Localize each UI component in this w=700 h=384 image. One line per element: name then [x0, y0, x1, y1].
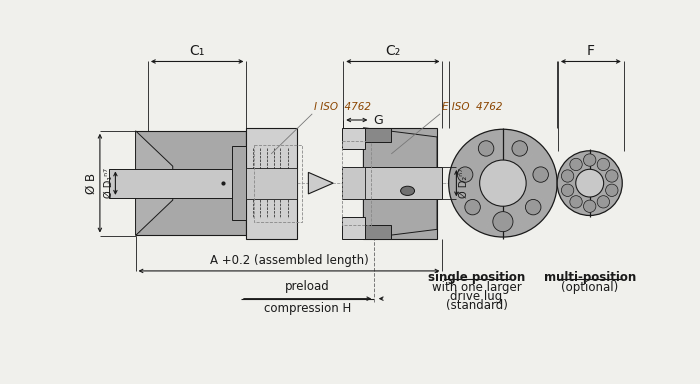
Bar: [254, 145, 302, 222]
Text: multi-position: multi-position: [544, 271, 636, 284]
Circle shape: [493, 212, 513, 232]
Circle shape: [457, 167, 473, 182]
Bar: [342, 128, 365, 149]
Circle shape: [606, 184, 618, 197]
Text: single position: single position: [428, 271, 525, 284]
Bar: [342, 167, 365, 199]
Circle shape: [557, 151, 622, 215]
Bar: [342, 167, 442, 199]
Bar: [136, 131, 246, 235]
Text: Ø B: Ø B: [85, 172, 97, 194]
Text: Ø D₁ⁿ⁷: Ø D₁ⁿ⁷: [104, 168, 114, 198]
Ellipse shape: [400, 186, 414, 195]
Text: (standard): (standard): [446, 300, 508, 313]
Bar: [232, 146, 246, 220]
Polygon shape: [363, 128, 437, 238]
Text: (optional): (optional): [561, 281, 618, 294]
Circle shape: [480, 160, 526, 206]
Circle shape: [570, 196, 582, 208]
Bar: [342, 141, 371, 225]
Bar: [342, 217, 365, 238]
Text: E ISO  4762: E ISO 4762: [442, 102, 502, 112]
Circle shape: [533, 167, 548, 182]
Circle shape: [526, 199, 541, 215]
Circle shape: [478, 141, 493, 156]
Circle shape: [561, 184, 574, 197]
Circle shape: [570, 158, 582, 170]
Text: C₂: C₂: [385, 45, 400, 58]
Text: drive lug: drive lug: [450, 290, 503, 303]
Bar: [363, 128, 391, 142]
Polygon shape: [309, 172, 333, 194]
Circle shape: [512, 141, 528, 156]
Polygon shape: [136, 131, 173, 235]
Circle shape: [597, 196, 610, 208]
Circle shape: [584, 200, 596, 212]
Circle shape: [606, 170, 618, 182]
Circle shape: [465, 199, 480, 215]
Circle shape: [597, 158, 610, 170]
Text: G: G: [374, 114, 383, 126]
Bar: [109, 169, 258, 198]
Bar: [246, 128, 297, 238]
Circle shape: [584, 154, 596, 166]
Text: I ISO  4762: I ISO 4762: [314, 102, 371, 112]
Circle shape: [575, 169, 603, 197]
Bar: [363, 128, 437, 238]
Bar: [363, 225, 391, 238]
Text: F: F: [587, 45, 595, 58]
Text: Ø D₂ⁿ⁷: Ø D₂ⁿ⁷: [458, 168, 469, 198]
Text: C₁: C₁: [190, 45, 205, 58]
Text: compression H: compression H: [264, 303, 351, 316]
Text: preload: preload: [285, 280, 330, 293]
Circle shape: [561, 170, 574, 182]
Text: A +0.2 (assembled length): A +0.2 (assembled length): [209, 254, 368, 267]
Text: with one larger: with one larger: [432, 281, 522, 294]
Circle shape: [449, 129, 557, 237]
Bar: [246, 168, 297, 199]
